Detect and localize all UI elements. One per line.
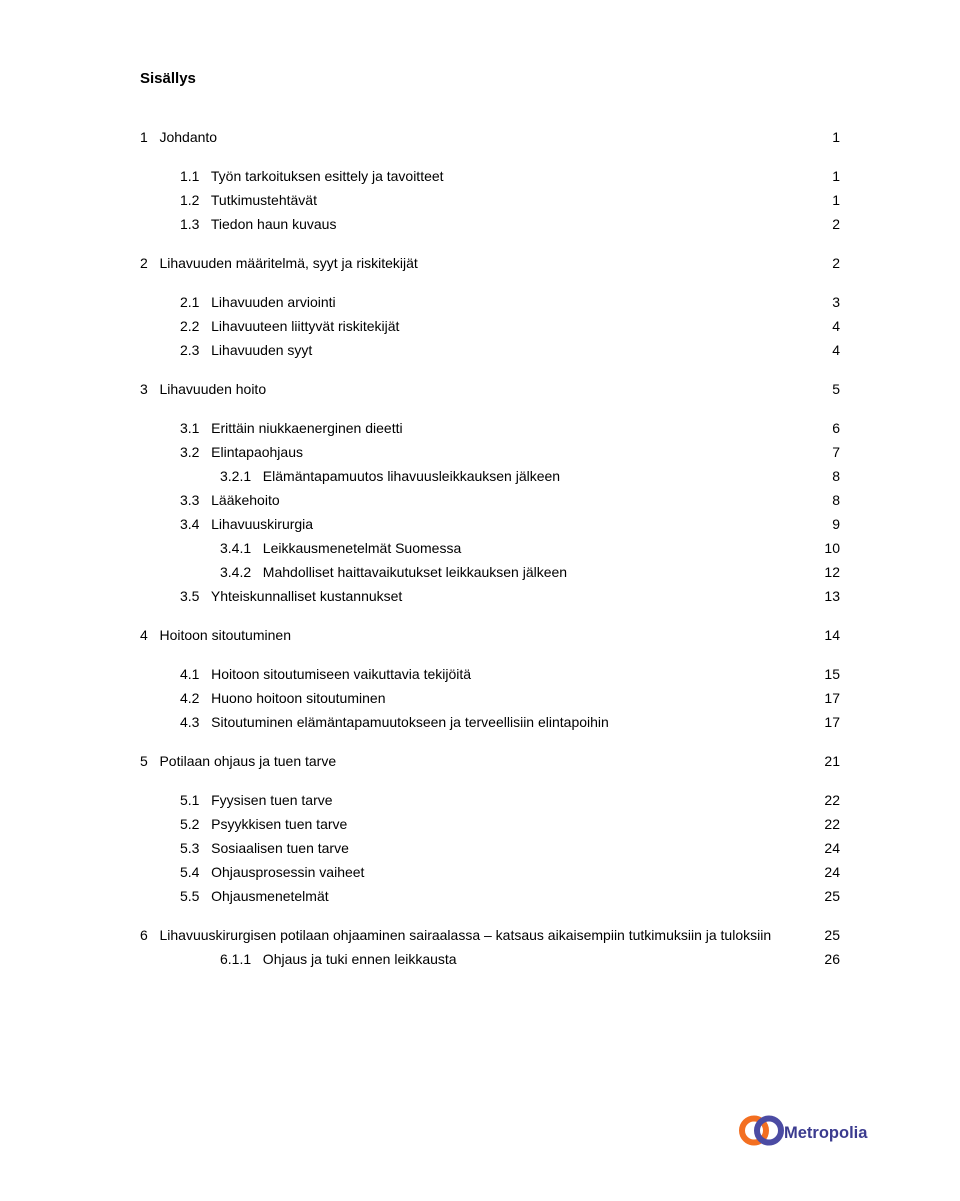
toc-entry-label: 3.4.2 Mahdolliset haittavaikutukset leik… xyxy=(220,562,567,583)
toc-entry-label: 1.2 Tutkimustehtävät xyxy=(180,190,317,211)
toc-entry-label: 3 Lihavuuden hoito xyxy=(140,379,266,400)
toc-entry-page: 25 xyxy=(824,886,840,907)
toc-entry-label: 4.1 Hoitoon sitoutumiseen vaikuttavia te… xyxy=(180,664,471,685)
toc-entry: 6 Lihavuuskirurgisen potilaan ohjaaminen… xyxy=(140,925,840,946)
toc-entry: 3.3 Lääkehoito 8 xyxy=(180,490,840,511)
toc-entry: 3 Lihavuuden hoito 5 xyxy=(140,379,840,400)
toc-entry-page: 14 xyxy=(824,625,840,646)
toc-title: Sisällys xyxy=(140,70,840,87)
toc-entry-page: 2 xyxy=(832,253,840,274)
toc-entry-page: 5 xyxy=(832,379,840,400)
toc-entry-page: 2 xyxy=(832,214,840,235)
toc-entry: 1 Johdanto 1 xyxy=(140,127,840,148)
toc-entry-label: 5.1 Fyysisen tuen tarve xyxy=(180,790,333,811)
toc-entry: 3.5 Yhteiskunnalliset kustannukset 13 xyxy=(180,586,840,607)
toc-entry-label: 4.3 Sitoutuminen elämäntapamuutokseen ja… xyxy=(180,712,609,733)
toc-entry-page: 1 xyxy=(832,127,840,148)
toc-entry: 3.1 Erittäin niukkaenerginen dieetti 6 xyxy=(180,418,840,439)
toc-entry: 5 Potilaan ohjaus ja tuen tarve 21 xyxy=(140,751,840,772)
toc-entry-text: Lihavuuskirurgisen potilaan ohjaaminen s… xyxy=(159,927,771,943)
toc-entry: 4 Hoitoon sitoutuminen 14 xyxy=(140,625,840,646)
toc-entry-label: 3.4 Lihavuuskirurgia xyxy=(180,514,313,535)
toc-entry-page: 8 xyxy=(832,490,840,511)
page: Sisällys 1 Johdanto 1 1.1 Työn tarkoitukse… xyxy=(0,0,960,1201)
toc-entry-page: 10 xyxy=(824,538,840,559)
toc-entry-label: 4.2 Huono hoitoon sitoutuminen xyxy=(180,688,385,709)
toc-entry-page: 8 xyxy=(832,466,840,487)
toc-entry: 5.3 Sosiaalisen tuen tarve 24 xyxy=(180,838,840,859)
toc-entry-page: 24 xyxy=(824,862,840,883)
toc-entry-page: 4 xyxy=(832,340,840,361)
toc-entry-page: 17 xyxy=(824,688,840,709)
toc-entry-label: 6.1.1 Ohjaus ja tuki ennen leikkausta xyxy=(220,949,457,970)
toc-entry: 5.2 Psyykkisen tuen tarve 22 xyxy=(180,814,840,835)
toc-entry-page: 13 xyxy=(824,586,840,607)
toc-entry: 1.2 Tutkimustehtävät 1 xyxy=(180,190,840,211)
toc-entry-page: 7 xyxy=(832,442,840,463)
toc-entry-page: 4 xyxy=(832,316,840,337)
toc-entry-label: 3.2 Elintapaohjaus xyxy=(180,442,303,463)
toc-entry-label: 4 Hoitoon sitoutuminen xyxy=(140,625,291,646)
toc-entry-label: 3.4.1 Leikkausmenetelmät Suomessa xyxy=(220,538,461,559)
toc-entry: 4.3 Sitoutuminen elämäntapamuutokseen ja… xyxy=(180,712,840,733)
toc-entry-page: 21 xyxy=(824,751,840,772)
toc-entry: 3.4 Lihavuuskirurgia 9 xyxy=(180,514,840,535)
toc-entry-page: 22 xyxy=(824,814,840,835)
toc-entry-page: 1 xyxy=(832,190,840,211)
toc-entry-page: 15 xyxy=(824,664,840,685)
toc-entry-label: 3.3 Lääkehoito xyxy=(180,490,280,511)
toc-entry-label: 5.4 Ohjausprosessin vaiheet xyxy=(180,862,364,883)
toc-entry: 3.4.1 Leikkausmenetelmät Suomessa 10 xyxy=(220,538,840,559)
toc-entry-label: 3.1 Erittäin niukkaenerginen dieetti xyxy=(180,418,403,439)
toc-entry: 4.1 Hoitoon sitoutumiseen vaikuttavia te… xyxy=(180,664,840,685)
toc-container: 1 Johdanto 1 1.1 Työn tarkoituksen esittel… xyxy=(140,127,840,970)
toc-entry-label: 1 Johdanto xyxy=(140,127,217,148)
toc-entry-page: 26 xyxy=(824,949,840,970)
toc-entry-page: 17 xyxy=(824,712,840,733)
toc-entry: 4.2 Huono hoitoon sitoutuminen 17 xyxy=(180,688,840,709)
toc-entry-label: 5.2 Psyykkisen tuen tarve xyxy=(180,814,347,835)
toc-entry-page: 6 xyxy=(832,418,840,439)
toc-entry: 2 Lihavuuden määritelmä, syyt ja riskite… xyxy=(140,253,840,274)
toc-entry: 5.4 Ohjausprosessin vaiheet 24 xyxy=(180,862,840,883)
toc-entry-label: 5.3 Sosiaalisen tuen tarve xyxy=(180,838,349,859)
toc-entry-page: 3 xyxy=(832,292,840,313)
toc-entry-label: 2.2 Lihavuuteen liittyvät riskitekijät xyxy=(180,316,399,337)
toc-entry: 1.3 Tiedon haun kuvaus 2 xyxy=(180,214,840,235)
toc-entry-label: 2.3 Lihavuuden syyt xyxy=(180,340,312,361)
toc-entry-label: 1.3 Tiedon haun kuvaus xyxy=(180,214,336,235)
toc-entry-label: 5 Potilaan ohjaus ja tuen tarve xyxy=(140,751,336,772)
toc-entry-page: 22 xyxy=(824,790,840,811)
toc-entry: 2.1 Lihavuuden arviointi 3 xyxy=(180,292,840,313)
toc-entry: 5.5 Ohjausmenetelmät 25 xyxy=(180,886,840,907)
toc-entry-label: 2.1 Lihavuuden arviointi xyxy=(180,292,336,313)
toc-entry-label: 1.1 Työn tarkoituksen esittely ja tavoit… xyxy=(180,166,444,187)
toc-entry-page: 24 xyxy=(824,838,840,859)
toc-entry: 5.1 Fyysisen tuen tarve 22 xyxy=(180,790,840,811)
toc-entry-page: 1 xyxy=(832,166,840,187)
svg-text:Metropolia: Metropolia xyxy=(784,1124,868,1142)
toc-entry-label: 5.5 Ohjausmenetelmät xyxy=(180,886,329,907)
toc-entry: 3.2 Elintapaohjaus 7 xyxy=(180,442,840,463)
toc-entry: 3.4.2 Mahdolliset haittavaikutukset leik… xyxy=(220,562,840,583)
metropolia-logo-icon: Metropolia xyxy=(730,1114,880,1167)
toc-entry-number: 6 xyxy=(140,927,159,943)
toc-entry-label: 3.5 Yhteiskunnalliset kustannukset xyxy=(180,586,402,607)
toc-entry-page: 25 xyxy=(824,925,840,946)
toc-entry-page: 12 xyxy=(824,562,840,583)
toc-entry: 2.2 Lihavuuteen liittyvät riskitekijät 4 xyxy=(180,316,840,337)
toc-entry: 1.1 Työn tarkoituksen esittely ja tavoit… xyxy=(180,166,840,187)
toc-entry-page: 9 xyxy=(832,514,840,535)
logo-metropolia: Metropolia xyxy=(730,1114,880,1172)
toc-entry-label: 2 Lihavuuden määritelmä, syyt ja riskite… xyxy=(140,253,418,274)
toc-entry: 6.1.1 Ohjaus ja tuki ennen leikkausta 26 xyxy=(220,949,840,970)
toc-entry: 3.2.1 Elämäntapamuutos lihavuusleikkauks… xyxy=(220,466,840,487)
toc-entry: 2.3 Lihavuuden syyt 4 xyxy=(180,340,840,361)
toc-entry-label: 3.2.1 Elämäntapamuutos lihavuusleikkauks… xyxy=(220,466,560,487)
